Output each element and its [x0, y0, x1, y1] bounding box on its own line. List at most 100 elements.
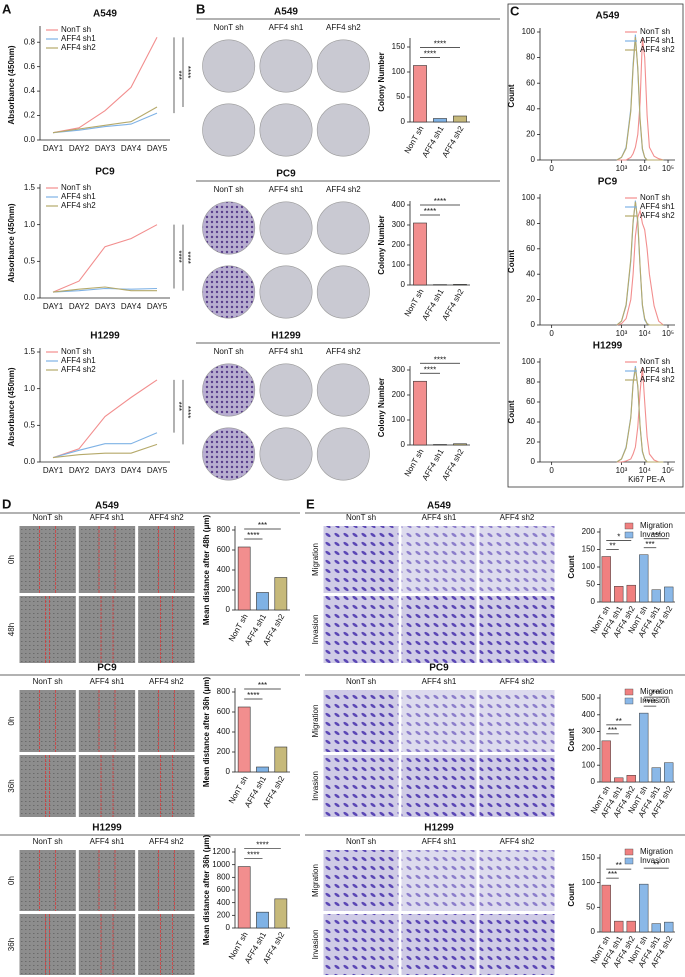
legend-label: AFF4 sh2: [640, 45, 675, 54]
significance-label: **: [609, 542, 615, 551]
y-tick-label: 0.5: [24, 256, 36, 265]
dish-image: [202, 427, 256, 481]
transwell-image: [323, 850, 399, 911]
y-tick-label: 300: [582, 727, 596, 736]
legend-label: AFF4 sh1: [640, 36, 675, 45]
axes: [599, 854, 675, 933]
bar: [237, 866, 251, 929]
wound-image: [138, 596, 195, 663]
transwell-image: [479, 755, 555, 817]
bar: [639, 554, 649, 603]
bar: [256, 911, 269, 929]
legend-label: Migration: [640, 847, 673, 856]
axes: [39, 348, 170, 463]
y-tick-label: 400: [217, 898, 231, 907]
y-tick-label: 200: [217, 910, 231, 919]
y-tick-label: 1200: [212, 847, 230, 856]
significance-label: ***: [258, 521, 267, 530]
significance-label: ****: [434, 355, 446, 364]
dish-image: [259, 363, 313, 417]
y-tick-label: 100: [582, 878, 596, 887]
column-label: AFF4 sh1: [422, 837, 457, 846]
x-tick-label: DAY5: [147, 466, 168, 475]
bar: [413, 222, 427, 286]
axes: [39, 26, 170, 141]
y-tick-label: 40: [526, 104, 535, 113]
series-line: [616, 37, 664, 161]
legend-label: AFF4 sh2: [640, 211, 675, 220]
y-tick-label: 0: [531, 320, 536, 329]
bar: [651, 923, 661, 933]
grid-title: H1299: [271, 331, 301, 342]
y-tick-label: 0.6: [24, 62, 36, 71]
y-axis-label: Absorbance (450nm): [7, 367, 16, 446]
column-label: AFF4 sh1: [90, 513, 125, 522]
y-tick-label: 0: [591, 777, 596, 786]
y-tick-label: 200: [392, 390, 406, 399]
legend-swatch: [624, 857, 634, 865]
wound-image: [19, 755, 76, 817]
bar: [614, 777, 624, 783]
transwell-image: [323, 755, 399, 817]
significance-label: **: [616, 861, 622, 870]
series-line: [52, 286, 157, 293]
y-axis-label: Count: [507, 84, 516, 107]
row-label: 0h: [7, 717, 16, 726]
bar: [237, 546, 251, 611]
row-label: 0h: [7, 876, 16, 885]
significance-label: ****: [434, 40, 446, 49]
panel-label: D: [2, 496, 11, 511]
wound-image: [19, 914, 76, 975]
bar: [453, 115, 467, 123]
grid-title: PC9: [429, 663, 449, 674]
legend-label: Migration: [640, 521, 673, 530]
column-label: AFF4 sh2: [500, 837, 535, 846]
y-tick-label: 1.5: [24, 347, 36, 356]
column-label: NonT sh: [346, 513, 376, 522]
x-tick-label: 10⁴: [639, 164, 652, 173]
row-label: 36h: [7, 938, 16, 951]
transwell-image: [401, 690, 477, 752]
legend-label: AFF4 sh1: [61, 356, 96, 365]
y-tick-label: 600: [217, 885, 231, 894]
y-tick-label: 100: [582, 562, 596, 571]
y-tick-label: 40: [526, 417, 535, 426]
column-label: NonT sh: [33, 677, 63, 686]
x-tick-label: 10³: [616, 329, 628, 338]
y-axis-label: Count: [507, 250, 516, 273]
y-axis-label: Colony Number: [377, 378, 386, 438]
y-tick-label: 200: [392, 240, 406, 249]
transwell-image: [401, 850, 477, 911]
column-label: AFF4 sh1: [422, 513, 457, 522]
bar: [639, 883, 649, 933]
transwell-image: [401, 914, 477, 975]
x-tick-label: 10³: [616, 164, 628, 173]
legend-label: Invasion: [640, 530, 670, 539]
y-tick-label: 0: [226, 923, 231, 932]
chart-title: A549: [596, 11, 620, 22]
x-tick-label: DAY5: [147, 302, 168, 311]
bar: [651, 767, 661, 783]
chart-title: H1299: [593, 341, 623, 352]
grid-title: H1299: [424, 823, 454, 834]
transwell-image: [323, 596, 399, 663]
y-tick-label: 0: [401, 280, 406, 289]
transwell-image: [479, 914, 555, 975]
bar: [433, 444, 447, 446]
significance-label: **: [616, 717, 622, 726]
x-tick-label: DAY4: [121, 144, 142, 153]
y-tick-label: 1.5: [24, 183, 36, 192]
legend-swatch: [624, 531, 634, 539]
bar: [601, 884, 611, 933]
x-tick-label: DAY4: [121, 466, 142, 475]
row-label: Migration: [311, 864, 320, 897]
y-axis-label: Mean distance after 36h (μm): [202, 677, 211, 788]
significance-label: ****: [183, 251, 192, 263]
legend-swatch: [624, 848, 634, 856]
y-tick-label: 50: [586, 902, 595, 911]
y-tick-label: 200: [217, 585, 231, 594]
legend-label: AFF4 sh1: [640, 202, 675, 211]
y-tick-label: 0: [591, 597, 596, 606]
y-tick-label: 60: [526, 397, 535, 406]
wound-image: [138, 526, 195, 593]
